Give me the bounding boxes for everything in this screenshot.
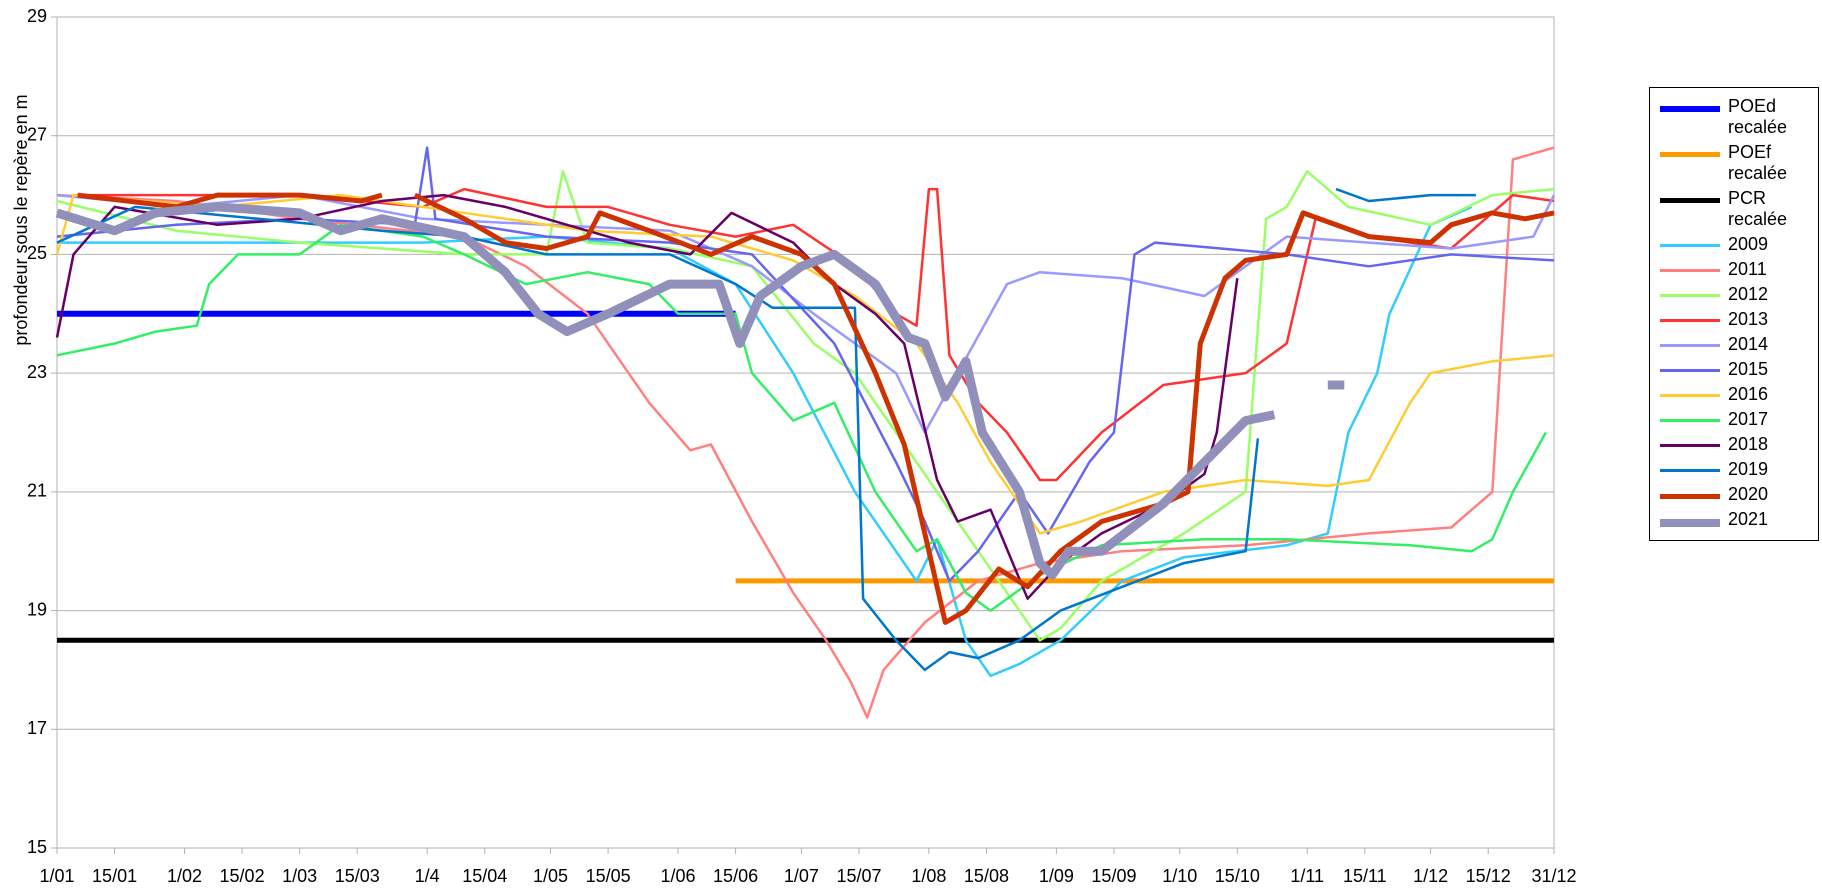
legend-entry: 2014 xyxy=(1650,334,1818,355)
series-line xyxy=(73,187,1555,482)
legend-label: POEd recalée xyxy=(1728,96,1788,137)
y-tick-label: 27 xyxy=(27,124,47,144)
x-tick-label: 15/03 xyxy=(335,866,380,886)
x-tick-label: 1/03 xyxy=(282,866,317,886)
legend-swatch xyxy=(1660,319,1720,322)
legend: POEd recalée POEf recalée PCR recalée 2009 2… xyxy=(1649,87,1819,541)
legend-entry: 2017 xyxy=(1650,409,1818,430)
x-tick-label: 1/07 xyxy=(784,866,819,886)
legend-label: 2018 xyxy=(1728,434,1769,454)
x-tick-label: 15/12 xyxy=(1466,866,1511,886)
legend-swatch xyxy=(1660,494,1720,499)
y-axis-label: profondeur sous le repère en m xyxy=(11,94,31,345)
x-tick-label: 15/04 xyxy=(462,866,507,886)
y-tick-label: 15 xyxy=(27,837,47,857)
legend-swatch xyxy=(1660,444,1720,447)
x-tick-label: 15/01 xyxy=(92,866,137,886)
legend-entry: 2018 xyxy=(1650,434,1818,455)
x-tick-label: 15/10 xyxy=(1215,866,1260,886)
x-tick-label: 15/05 xyxy=(586,866,631,886)
legend-swatch xyxy=(1660,419,1720,422)
legend-label: 2009 xyxy=(1728,234,1769,254)
legend-entry: 2016 xyxy=(1650,384,1818,405)
legend-entry: POEd recalée xyxy=(1650,96,1818,138)
series-line xyxy=(56,187,1476,672)
legend-swatch xyxy=(1660,269,1720,272)
legend-entry: 2015 xyxy=(1650,359,1818,380)
legend-entry: 2009 xyxy=(1650,234,1818,255)
legend-swatch xyxy=(1660,394,1720,397)
y-tick-label: 19 xyxy=(27,599,47,619)
series-line xyxy=(77,192,1555,625)
legend-label: 2019 xyxy=(1728,459,1769,479)
legend-label: 2013 xyxy=(1728,309,1769,329)
legend-label: 2012 xyxy=(1728,284,1769,304)
legend-entry: POEf recalée xyxy=(1650,142,1818,184)
x-tick-label: 1/09 xyxy=(1039,866,1074,886)
x-tick-label: 15/02 xyxy=(220,866,265,886)
legend-entry: 2011 xyxy=(1650,259,1818,280)
legend-entry: 2012 xyxy=(1650,284,1818,305)
x-tick-label: 15/07 xyxy=(836,866,881,886)
series-line xyxy=(55,202,1345,580)
x-tick-label: 15/11 xyxy=(1343,866,1387,886)
series-line xyxy=(56,146,1555,719)
x-tick-label: 1/11 xyxy=(1290,866,1324,886)
legend-entry: 2021 xyxy=(1650,509,1818,530)
y-tick-label: 17 xyxy=(27,718,47,738)
x-tick-label: 1/4 xyxy=(415,866,440,886)
legend-label: 2020 xyxy=(1728,484,1769,504)
series-line xyxy=(55,193,1555,535)
series-line xyxy=(56,146,1555,583)
legend-label: 2015 xyxy=(1728,359,1769,379)
legend-entry: 2013 xyxy=(1650,309,1818,330)
x-tick-label: 15/09 xyxy=(1091,866,1136,886)
y-tick-label: 23 xyxy=(27,362,47,382)
legend-swatch xyxy=(1660,369,1720,372)
x-tick-label: 1/02 xyxy=(167,866,202,886)
legend-label: PCR recalée xyxy=(1728,188,1788,229)
legend-label: 2014 xyxy=(1728,334,1769,354)
legend-swatch xyxy=(1660,198,1720,203)
x-tick-label: 1/05 xyxy=(533,866,568,886)
legend-entry: 2019 xyxy=(1650,459,1818,480)
series-line xyxy=(56,223,1547,612)
legend-swatch xyxy=(1660,152,1720,157)
legend-swatch xyxy=(1660,244,1720,247)
x-tick-label: 1/01 xyxy=(39,866,74,886)
legend-swatch xyxy=(1660,519,1720,527)
y-tick-label: 29 xyxy=(27,6,47,26)
x-tick-label: 1/06 xyxy=(660,866,695,886)
y-tick-label: 21 xyxy=(27,481,47,501)
legend-swatch xyxy=(1660,294,1720,297)
legend-swatch xyxy=(1660,469,1720,472)
x-tick-label: 1/12 xyxy=(1413,866,1448,886)
legend-label: POEf recalée xyxy=(1728,142,1788,183)
x-tick-label: 1/08 xyxy=(911,866,946,886)
legend-label: 2017 xyxy=(1728,409,1769,429)
plot-area xyxy=(56,16,1555,849)
x-tick-label: 15/06 xyxy=(713,866,758,886)
x-tick-label: 15/08 xyxy=(964,866,1009,886)
y-tick-label: 25 xyxy=(27,243,47,263)
legend-entry: PCR recalée xyxy=(1650,188,1818,230)
legend-swatch xyxy=(1660,344,1720,347)
legend-swatch xyxy=(1660,106,1720,112)
legend-label: 2016 xyxy=(1728,384,1769,404)
x-tick-label: 31/12 xyxy=(1531,866,1576,886)
legend-label: 2011 xyxy=(1728,259,1767,279)
x-tick-label: 1/10 xyxy=(1162,866,1197,886)
legend-entry: 2020 xyxy=(1650,484,1818,505)
legend-label: 2021 xyxy=(1728,509,1769,529)
